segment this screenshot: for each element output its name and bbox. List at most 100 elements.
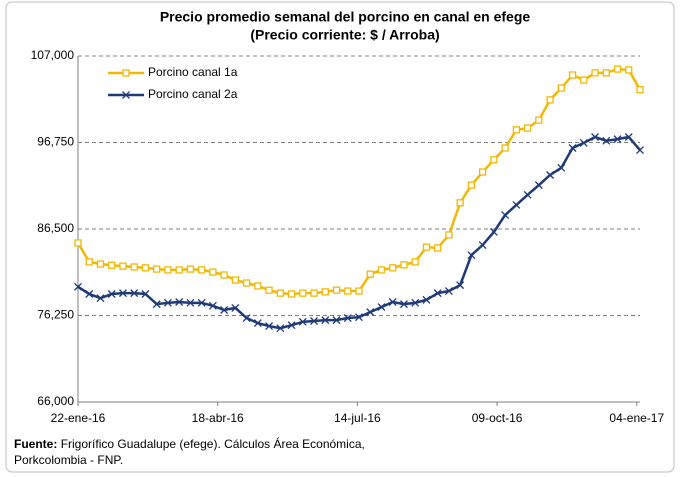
data-point — [276, 289, 284, 297]
data-point — [152, 300, 161, 309]
data-point — [299, 289, 307, 297]
data-point — [209, 268, 217, 276]
data-point — [220, 271, 228, 279]
data-point — [253, 319, 262, 328]
data-point — [242, 314, 251, 322]
data-point — [546, 171, 555, 179]
data-point — [96, 294, 105, 303]
data-point — [366, 270, 374, 278]
data-point — [344, 287, 352, 295]
legend-marker — [122, 69, 130, 77]
legend-label: Porcino canal 2a — [148, 87, 238, 101]
data-point — [355, 313, 363, 322]
data-point — [467, 181, 476, 189]
data-point — [287, 290, 296, 298]
data-point — [377, 303, 386, 312]
data-point — [119, 289, 127, 298]
data-point — [186, 298, 195, 307]
data-point — [141, 264, 150, 272]
data-point — [197, 266, 206, 274]
data-point — [557, 84, 565, 92]
data-point — [411, 298, 420, 307]
data-point — [175, 298, 184, 306]
data-point — [478, 168, 487, 176]
data-point — [74, 282, 82, 291]
data-point — [265, 286, 273, 294]
data-point — [175, 266, 183, 274]
data-point — [130, 263, 138, 271]
data-point — [164, 266, 172, 274]
x-tick-label: 18-abr-16 — [192, 411, 244, 425]
data-point — [568, 71, 577, 79]
y-tick-label: 107,000 — [31, 48, 75, 62]
data-point — [433, 289, 442, 298]
data-point — [591, 133, 599, 141]
data-point — [411, 258, 419, 266]
data-point — [119, 262, 127, 270]
data-point — [512, 126, 521, 134]
data-point — [400, 261, 408, 269]
data-point — [96, 260, 105, 268]
data-point — [490, 156, 498, 164]
data-point — [523, 124, 532, 132]
data-point — [242, 279, 251, 287]
data-point — [208, 301, 217, 310]
data-point — [467, 251, 476, 260]
data-point — [310, 289, 318, 297]
data-point — [388, 298, 397, 306]
data-point — [602, 69, 610, 77]
data-point — [310, 317, 318, 325]
data-point — [231, 303, 240, 312]
data-point — [366, 308, 375, 317]
data-point — [434, 244, 442, 252]
data-point — [321, 316, 330, 325]
data-point — [591, 69, 599, 77]
data-point — [523, 190, 532, 199]
data-point — [85, 290, 94, 298]
x-tick-label: 09-oct-16 — [472, 411, 523, 425]
data-point — [332, 316, 341, 325]
y-tick-label: 86,500 — [37, 221, 74, 235]
data-point — [636, 146, 644, 155]
data-point — [107, 290, 116, 298]
source: Fuente: Frigorífico Guadalupe (efege). C… — [14, 436, 365, 451]
legend-label: Porcino canal 1a — [148, 65, 238, 79]
data-point — [613, 135, 622, 144]
data-point — [389, 264, 397, 272]
chart-title: Precio promedio semanal del porcino en c… — [160, 9, 531, 25]
data-point — [254, 282, 262, 290]
data-point — [501, 144, 509, 152]
data-point — [163, 298, 172, 307]
data-point — [108, 261, 116, 269]
data-point — [444, 287, 453, 295]
data-point — [321, 288, 329, 296]
data-point — [355, 287, 363, 295]
data-point — [456, 199, 464, 207]
data-point — [130, 289, 139, 298]
data-point — [422, 295, 431, 304]
x-tick-label: 14-jul-16 — [334, 411, 381, 425]
data-point — [624, 133, 633, 141]
data-point — [186, 265, 195, 273]
legend-marker — [122, 91, 130, 99]
data-point — [422, 243, 431, 251]
data-point — [613, 65, 622, 73]
data-point — [197, 298, 206, 307]
data-point — [141, 290, 150, 298]
data-point — [456, 281, 465, 290]
data-point — [478, 241, 487, 249]
data-point — [580, 76, 588, 84]
y-tick-label: 66,000 — [37, 394, 74, 408]
data-point — [501, 211, 510, 220]
data-point — [332, 286, 341, 294]
x-tick-label: 22-ene-16 — [51, 411, 106, 425]
data-point — [74, 239, 82, 247]
data-point — [298, 317, 307, 326]
data-point — [602, 136, 611, 145]
data-point — [400, 300, 408, 309]
data-point — [231, 276, 240, 284]
data-point — [265, 322, 274, 331]
data-point — [276, 324, 285, 333]
data-point — [153, 265, 161, 273]
